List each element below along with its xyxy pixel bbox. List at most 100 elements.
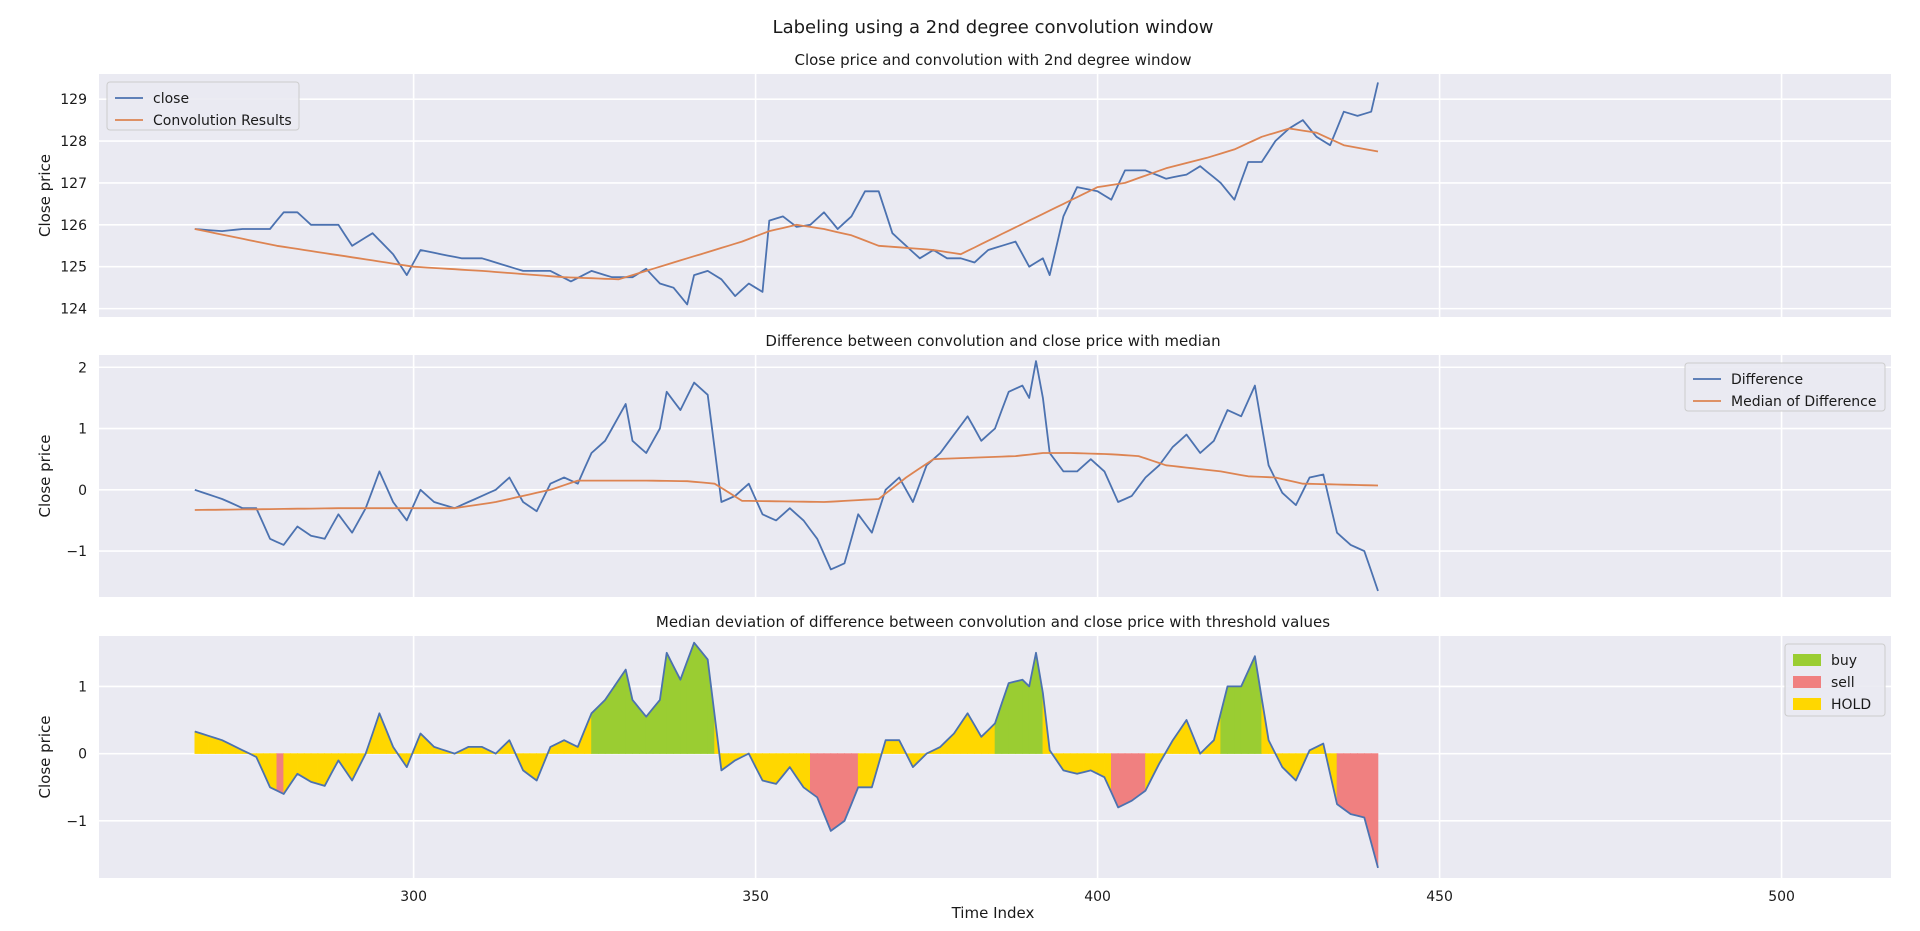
y-tick-label: −1 [66,814,87,830]
legend-entry: Convolution Results [153,113,292,129]
y-tick-label: 127 [60,176,87,192]
area-segment [864,753,873,788]
area-segment [1350,753,1358,817]
x-axis-label: Time Index [951,904,1035,922]
area-segment [1083,753,1092,773]
deviation-line [194,641,1379,869]
legend: buy sell HOLD [1784,643,1886,717]
x-tick-label: 400 [1084,889,1111,905]
area-segment [803,753,811,793]
series-line-1 [194,360,1379,592]
plot-content [194,641,1379,869]
area-segment [276,753,284,795]
legend-entry: buy [1831,653,1857,669]
legend-box [106,81,300,131]
x-tick-label: 450 [1426,889,1453,905]
legend: close Convolution Results [106,81,300,131]
area-segment [194,731,202,754]
area-segment [892,739,900,754]
chart-panel-1: 124 125 126 127 128 129 Close price and convol… [36,51,1891,318]
plot-area [99,355,1891,597]
series-line-2 [194,452,1379,511]
area-segment [1117,753,1126,808]
area-segment [1336,753,1345,810]
grid [99,74,1891,317]
panels: 124 125 126 127 128 129 Close price and convol… [36,51,1891,905]
series-line-2 [194,127,1379,281]
legend: Difference Median of Difference [1684,362,1886,412]
x-tick-label: 350 [742,889,769,905]
area-segment [310,753,319,785]
area-segment [468,746,476,754]
plot-area [99,636,1891,878]
chart-panel-2: −1 0 1 2 Difference between convolution and … [36,332,1891,597]
area-segment [837,753,845,827]
y-axis-label: Close price [36,435,54,518]
area-segment [201,733,209,754]
plot-area [99,74,1891,317]
area-segment [810,753,818,798]
area-segment [1069,753,1078,775]
area-segment [1138,753,1146,797]
y-tick-label: 0 [78,747,87,763]
area-segment [618,668,626,754]
legend-swatch [1793,698,1821,710]
area-segment [1227,686,1235,754]
y-tick-label: 128 [60,134,87,150]
y-tick-label: 126 [60,218,87,234]
area-segment [700,650,708,754]
plot-content [194,82,1379,306]
figure-suptitle: Labeling using a 2nd degree convolution … [773,17,1214,38]
y-tick-label: 124 [60,302,87,318]
y-tick-label: −1 [66,544,87,560]
area-segment [1015,679,1023,754]
y-tick-label: 1 [78,422,87,438]
area-segment [1022,678,1030,754]
area-segment [598,699,606,754]
legend-entry: Median of Difference [1731,394,1877,410]
area-segment [830,753,838,832]
panel-title: Close price and convolution with 2nd deg… [794,51,1191,69]
y-axis-label: Close price [36,154,54,237]
y-tick-label: 2 [78,360,87,376]
y-axis-label: Close price [36,716,54,799]
series-line-1 [194,82,1379,306]
area-segment [1076,753,1085,775]
y-tick-label: 1 [78,679,87,695]
area-segment [885,739,893,754]
y-tick-label: 0 [78,483,87,499]
area-segment [769,753,777,785]
area-segment [693,641,702,754]
legend-entry: Difference [1731,372,1803,388]
area-segment [1131,753,1139,802]
area-segment [1357,753,1365,818]
area-segment [666,652,674,754]
y-tick-label: 125 [60,260,87,276]
area-segment [762,753,770,783]
area-segment [1008,681,1016,754]
grid [99,355,1891,597]
legend-box [1684,362,1886,412]
legend-entry: close [153,91,189,107]
x-tick-label: 500 [1768,889,1795,905]
area-segment [611,678,620,754]
area-segment [1234,686,1242,754]
area-segment [591,705,599,754]
area-segment [269,753,278,792]
legend-entry: sell [1831,675,1855,691]
legend-swatch [1793,676,1821,688]
y-tick-label: 129 [60,92,87,108]
area-segment [1343,753,1351,815]
chart-panel-3: −1 0 1 300 350 400 450 500 Median deviation of d… [36,613,1891,905]
legend-swatch [1793,654,1821,666]
panel-title: Median deviation of difference between c… [656,613,1330,631]
area-segment [1063,753,1071,773]
area-segment [857,753,866,788]
x-tick-label: 300 [400,889,427,905]
legend-entry: HOLD [1831,697,1871,713]
area-fills [194,641,1379,868]
area-segment [317,753,325,787]
panel-title: Difference between convolution and close… [765,332,1220,350]
plot-content [194,360,1379,592]
